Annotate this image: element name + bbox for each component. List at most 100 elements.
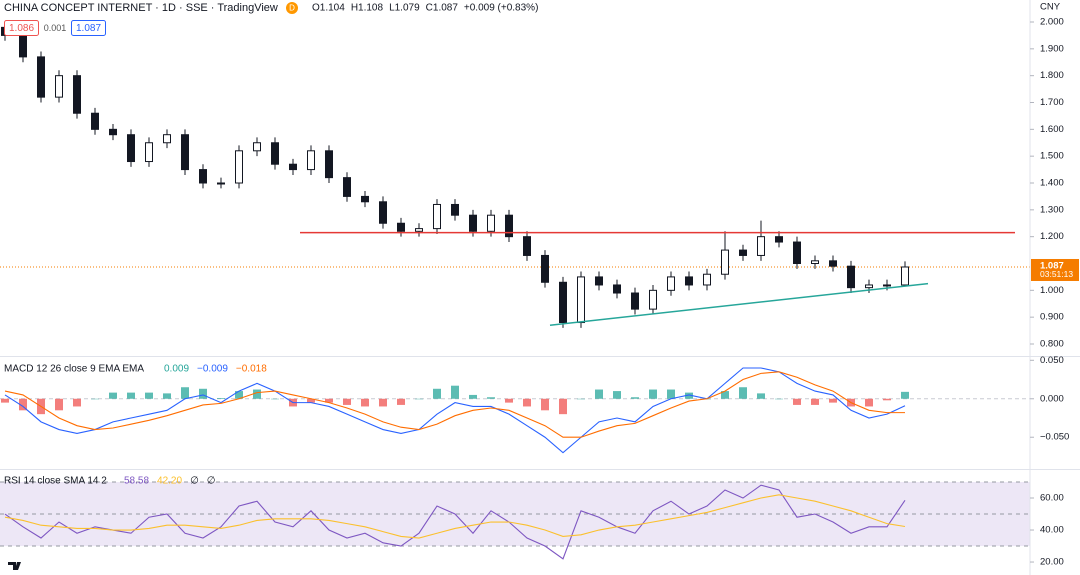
rsi-title: RSI 14 close SMA 14 2 [4,476,107,487]
macd-line [4,367,906,454]
y-tick-label: 1.700 [1040,97,1064,108]
candle-body [487,214,495,232]
macd-histogram-bar [865,398,873,407]
candle-body [685,276,693,286]
macd-histogram-bar [559,398,567,415]
rsi-line [4,494,906,539]
y-tick-label: 1.000 [1040,285,1064,296]
y-tick-label: 1.200 [1040,231,1064,242]
background-layer [0,266,1030,547]
candle-body [775,236,783,243]
macd-histogram-bar [1,398,9,403]
candle-body [595,276,603,286]
candle-body [811,260,819,264]
indicator-value: 58.58 [124,476,149,487]
candle-body [703,273,711,286]
ohlc-value: O1.104 [312,3,345,14]
macd-histogram-bar [451,385,459,399]
countdown: 03:51:13 [1040,269,1073,279]
candle-body [451,203,459,216]
macd-histogram-bar [361,398,369,407]
candle-body [163,134,171,144]
candle-body [289,163,297,171]
y-tick-label: 40.00 [1040,525,1064,536]
macd-histogram-bar [721,391,729,399]
candle-body [739,249,747,256]
candle-body [397,222,405,232]
candle-body [649,289,657,310]
macd-histogram-bar [397,398,405,405]
macd-histogram-bar [433,388,441,399]
candle-body [307,150,315,171]
macd-histogram-bar [91,398,99,400]
candle-body [829,260,837,267]
candle-body [109,128,117,136]
last-price-label: 1.087 [1040,261,1064,272]
macd-histogram-bar [523,398,531,407]
candle-body [901,266,909,286]
ohlc-value: L1.079 [389,3,420,14]
candle-body [37,56,45,98]
candle-body [613,284,621,294]
macd-histogram-bar [595,389,603,399]
candle-body [199,169,207,184]
rsi-line [4,484,906,560]
candle-body [883,284,891,287]
indicator-value: 42.20 [157,476,182,487]
macd-histogram-bar [145,392,153,399]
macd-histogram-bar [685,392,693,399]
macd-histogram-bar [649,389,657,399]
candle-body [19,34,27,58]
macd-histogram-bar [55,398,63,411]
candle-body [721,249,729,275]
macd-histogram-bar [667,389,675,399]
macd-histogram-bar [739,387,747,399]
y-tick-label: 1.600 [1040,124,1064,135]
macd-histogram-bar [793,398,801,405]
candle-body [73,75,81,114]
macd-line [4,371,905,438]
ohlc-value: H1.108 [351,3,384,14]
interval-badge-label: D [289,4,295,13]
plot-layer [1,22,1015,560]
macd-histogram-bar [469,394,477,399]
macd-histogram-bar [235,391,243,399]
buy-button[interactable] [71,20,106,36]
macd-histogram-bar [775,398,783,400]
currency-label: CNY [1040,2,1061,13]
macd-histogram-bar [343,398,351,405]
indicator-value: 0.009 [164,364,189,375]
y-tick-label: 0.800 [1040,339,1064,350]
candle-body [667,276,675,291]
macd-histogram-bar [577,398,585,400]
y-tick-label: 1.300 [1040,204,1064,215]
candle-body [271,142,279,165]
interval-badge[interactable] [286,2,298,14]
macd-histogram-bar [19,398,27,411]
sell-button[interactable] [4,20,39,36]
y-tick-label: 1.500 [1040,151,1064,162]
y-tick-label: 60.00 [1040,493,1064,504]
macd-histogram-bar [883,398,891,401]
label-layer: CHINA CONCEPT INTERNET · 1D · SSE · Trad… [4,2,1079,570]
y-tick-label: 1.800 [1040,70,1064,81]
y-tick-label: −0.050 [1040,432,1069,443]
candle-body [181,134,189,171]
candle-body [91,112,99,130]
candle-body [361,195,369,203]
trend-line [549,282,929,326]
macd-histogram-bar [631,397,639,399]
candle-body [847,265,855,289]
y-tick-label: 2.000 [1040,17,1064,28]
tradingview-logo[interactable] [8,562,21,570]
candle-body [793,241,801,264]
spread: 0.001 [44,23,67,33]
macd-histogram-bar [415,398,423,400]
candle-body [145,142,153,163]
macd-histogram-bar [901,391,909,399]
candle-body [865,284,873,289]
y-tick-label: 1.900 [1040,43,1064,54]
symbol-title: CHINA CONCEPT INTERNET · 1D · SSE · Trad… [4,2,278,14]
